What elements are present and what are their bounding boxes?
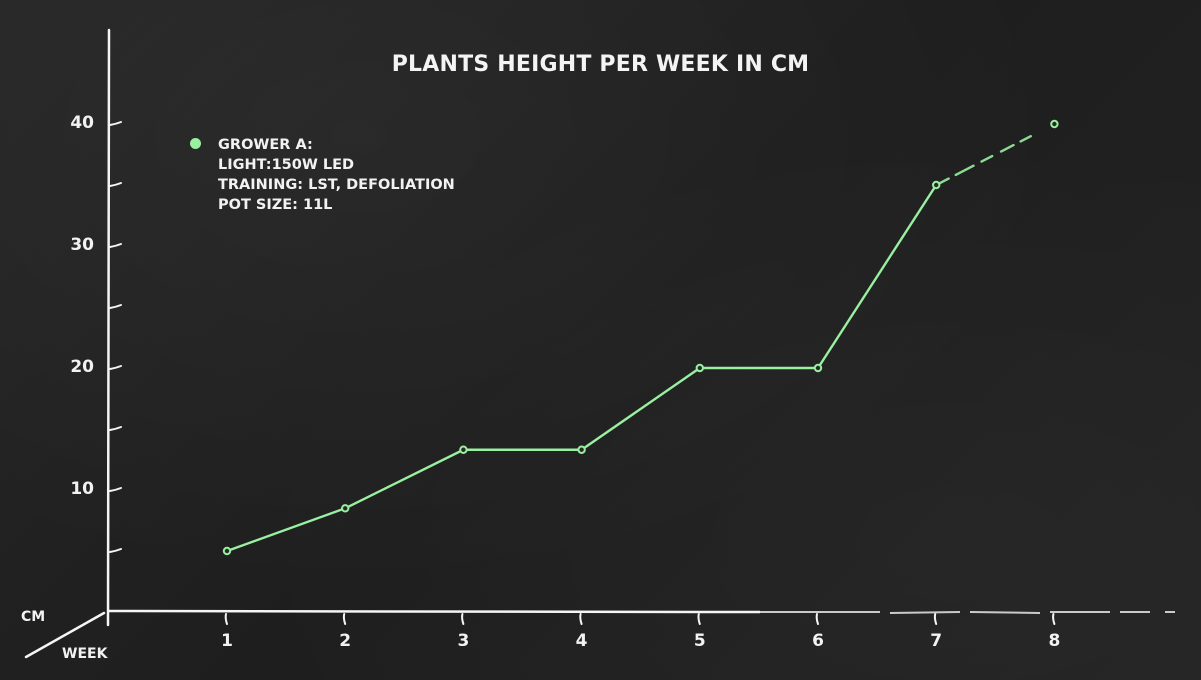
y-tick-mark bbox=[109, 182, 122, 187]
y-tick-label: 20 bbox=[70, 357, 94, 377]
series-line-segment bbox=[225, 507, 347, 553]
legend-line-training: TRAINING: LST, DEFOLIATION bbox=[218, 177, 455, 193]
y-tick-mark bbox=[109, 365, 122, 370]
x-tick-mark bbox=[697, 613, 701, 625]
y-tick-mark bbox=[109, 426, 122, 431]
legend-dot-icon bbox=[190, 138, 201, 149]
y-tick-mark bbox=[109, 487, 122, 492]
axes bbox=[24, 28, 1175, 659]
y-tick-mark bbox=[109, 304, 122, 309]
data-point-marker bbox=[1050, 119, 1059, 129]
series-grower-a bbox=[222, 119, 1059, 556]
legend-line-pot-size: POT SIZE: 11L bbox=[218, 197, 333, 213]
x-tick-mark bbox=[224, 613, 228, 625]
data-point-marker bbox=[577, 445, 586, 454]
x-tick-label: 7 bbox=[930, 631, 943, 651]
x-tick-label: 4 bbox=[575, 631, 588, 651]
data-point-marker bbox=[222, 546, 232, 556]
legend-line-light: LIGHT:150W LED bbox=[218, 157, 355, 173]
y-axis-line bbox=[106, 28, 111, 627]
series-line-segment bbox=[935, 134, 1032, 187]
x-tick-mark bbox=[342, 613, 347, 625]
x-tick-label: 2 bbox=[339, 631, 352, 651]
x-axis-line bbox=[107, 609, 760, 614]
corner-divider-line bbox=[24, 611, 106, 659]
x-tick-mark bbox=[461, 613, 465, 625]
data-point-marker bbox=[459, 445, 468, 454]
y-tick-label: 30 bbox=[70, 235, 94, 255]
x-tick-label: 5 bbox=[693, 631, 706, 651]
x-tick-label: 6 bbox=[812, 631, 824, 651]
y-tick-mark bbox=[109, 548, 122, 553]
x-tick-mark bbox=[815, 613, 819, 625]
series-line-segment bbox=[580, 366, 701, 451]
x-tick-label: 1 bbox=[221, 631, 233, 651]
x-tick-label: 8 bbox=[1048, 631, 1061, 651]
y-tick-mark bbox=[109, 121, 122, 126]
data-point-marker bbox=[695, 363, 704, 373]
x-tick-label: 3 bbox=[457, 631, 470, 651]
x-axis-unit-label: WEEK bbox=[62, 646, 108, 662]
series-line-segment bbox=[344, 448, 465, 510]
y-ticks bbox=[109, 121, 122, 553]
x-axis-line-faded bbox=[760, 611, 1175, 614]
legend-line-grower: GROWER A: bbox=[218, 137, 313, 153]
legend-text: GROWER A: LIGHT:150W LED TRAINING: LST, … bbox=[218, 135, 455, 215]
data-point-marker bbox=[932, 180, 941, 190]
y-tick-label: 10 bbox=[70, 479, 94, 499]
data-point-marker bbox=[813, 363, 823, 373]
chart-title: PLANTS HEIGHT PER WEEK IN CM bbox=[391, 52, 810, 77]
x-tick-mark bbox=[1052, 613, 1056, 625]
y-tick-label: 40 bbox=[70, 113, 94, 133]
series-line-segment bbox=[816, 183, 938, 370]
y-axis-unit-label: CM bbox=[21, 609, 46, 625]
data-point-marker bbox=[341, 504, 350, 513]
x-tick-mark bbox=[933, 613, 938, 625]
y-tick-mark bbox=[109, 243, 122, 248]
x-tick-mark bbox=[579, 613, 583, 625]
x-ticks bbox=[224, 613, 1056, 625]
